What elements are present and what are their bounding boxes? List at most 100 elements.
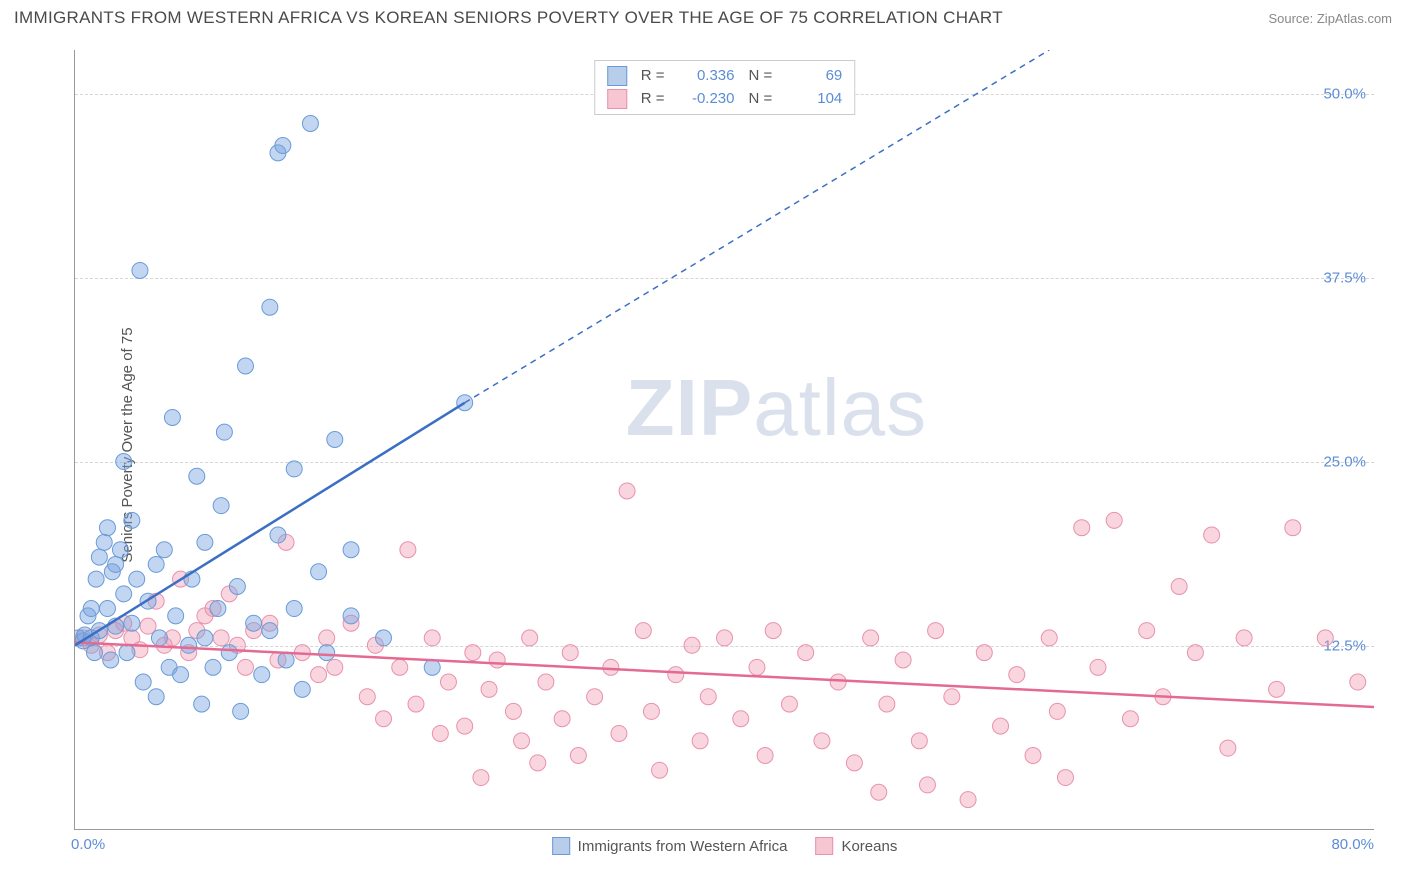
data-point-western-africa bbox=[376, 630, 392, 646]
data-point-western-africa bbox=[311, 564, 327, 580]
data-point-western-africa bbox=[135, 674, 151, 690]
data-point-koreans bbox=[505, 703, 521, 719]
data-point-koreans bbox=[700, 689, 716, 705]
legend-swatch-0-icon bbox=[552, 837, 570, 855]
data-point-western-africa bbox=[96, 534, 112, 550]
data-point-koreans bbox=[327, 659, 343, 675]
legend-item-western-africa: Immigrants from Western Africa bbox=[552, 837, 788, 855]
data-point-koreans bbox=[376, 711, 392, 727]
data-point-koreans bbox=[514, 733, 530, 749]
data-point-koreans bbox=[993, 718, 1009, 734]
data-point-koreans bbox=[1049, 703, 1065, 719]
data-point-western-africa bbox=[262, 299, 278, 315]
stats-row-series-0: R = 0.336 N = 69 bbox=[607, 65, 843, 88]
data-point-western-africa bbox=[275, 138, 291, 154]
data-point-koreans bbox=[749, 659, 765, 675]
data-point-koreans bbox=[1106, 512, 1122, 528]
chart-title: IMMIGRANTS FROM WESTERN AFRICA VS KOREAN… bbox=[14, 8, 1003, 28]
data-point-koreans bbox=[1317, 630, 1333, 646]
data-point-western-africa bbox=[99, 520, 115, 536]
chart-header: IMMIGRANTS FROM WESTERN AFRICA VS KOREAN… bbox=[0, 0, 1406, 32]
data-point-western-africa bbox=[343, 608, 359, 624]
data-point-western-africa bbox=[424, 659, 440, 675]
scatter-svg bbox=[75, 50, 1374, 829]
data-point-koreans bbox=[1269, 681, 1285, 697]
data-point-western-africa bbox=[205, 659, 221, 675]
data-point-koreans bbox=[814, 733, 830, 749]
x-tick-max: 80.0% bbox=[1331, 836, 1374, 853]
data-point-western-africa bbox=[210, 601, 226, 617]
data-point-koreans bbox=[1090, 659, 1106, 675]
data-point-western-africa bbox=[119, 645, 135, 661]
legend-label-1: Koreans bbox=[841, 838, 897, 855]
legend-swatch-1-icon bbox=[815, 837, 833, 855]
data-point-western-africa bbox=[197, 534, 213, 550]
data-point-koreans bbox=[960, 792, 976, 808]
data-point-koreans bbox=[733, 711, 749, 727]
data-point-western-africa bbox=[148, 689, 164, 705]
data-point-western-africa bbox=[129, 571, 145, 587]
data-point-western-africa bbox=[213, 498, 229, 514]
data-point-koreans bbox=[530, 755, 546, 771]
data-point-koreans bbox=[863, 630, 879, 646]
data-point-koreans bbox=[562, 645, 578, 661]
data-point-koreans bbox=[1025, 748, 1041, 764]
data-point-koreans bbox=[1204, 527, 1220, 543]
legend-item-koreans: Koreans bbox=[815, 837, 897, 855]
data-point-western-africa bbox=[327, 432, 343, 448]
data-point-western-africa bbox=[148, 556, 164, 572]
data-point-koreans bbox=[311, 667, 327, 683]
swatch-series-0-icon bbox=[607, 66, 627, 86]
data-point-western-africa bbox=[194, 696, 210, 712]
data-point-koreans bbox=[481, 681, 497, 697]
data-point-koreans bbox=[1171, 578, 1187, 594]
data-point-western-africa bbox=[116, 586, 132, 602]
data-point-koreans bbox=[473, 770, 489, 786]
data-point-western-africa bbox=[124, 512, 140, 528]
data-point-western-africa bbox=[286, 601, 302, 617]
plot-area: ZIPatlas R = 0.336 N = 69 R = -0.230 N =… bbox=[74, 50, 1374, 830]
data-point-western-africa bbox=[302, 116, 318, 132]
data-point-western-africa bbox=[91, 549, 107, 565]
data-point-western-africa bbox=[156, 542, 172, 558]
data-point-western-africa bbox=[246, 615, 262, 631]
swatch-series-1-icon bbox=[607, 89, 627, 109]
data-point-western-africa bbox=[229, 578, 245, 594]
data-point-western-africa bbox=[86, 645, 102, 661]
source-attribution: Source: ZipAtlas.com bbox=[1268, 11, 1392, 26]
data-point-western-africa bbox=[270, 527, 286, 543]
data-point-koreans bbox=[538, 674, 554, 690]
data-point-western-africa bbox=[83, 601, 99, 617]
data-point-western-africa bbox=[294, 681, 310, 697]
data-point-koreans bbox=[1139, 623, 1155, 639]
data-point-western-africa bbox=[108, 556, 124, 572]
data-point-koreans bbox=[440, 674, 456, 690]
data-point-western-africa bbox=[103, 652, 119, 668]
data-point-koreans bbox=[457, 718, 473, 734]
data-point-koreans bbox=[846, 755, 862, 771]
data-point-koreans bbox=[976, 645, 992, 661]
data-point-koreans bbox=[830, 674, 846, 690]
data-point-koreans bbox=[895, 652, 911, 668]
n-value-series-0: 69 bbox=[782, 65, 842, 88]
data-point-western-africa bbox=[164, 409, 180, 425]
data-point-koreans bbox=[1009, 667, 1025, 683]
data-point-koreans bbox=[684, 637, 700, 653]
data-point-koreans bbox=[359, 689, 375, 705]
data-point-koreans bbox=[522, 630, 538, 646]
stats-row-series-1: R = -0.230 N = 104 bbox=[607, 88, 843, 111]
data-point-koreans bbox=[489, 652, 505, 668]
data-point-western-africa bbox=[197, 630, 213, 646]
data-point-koreans bbox=[1041, 630, 1057, 646]
data-point-koreans bbox=[432, 725, 448, 741]
data-point-western-africa bbox=[132, 262, 148, 278]
data-point-koreans bbox=[1074, 520, 1090, 536]
r-value-series-1: -0.230 bbox=[675, 88, 735, 111]
data-point-koreans bbox=[692, 733, 708, 749]
data-point-western-africa bbox=[319, 645, 335, 661]
data-point-koreans bbox=[1236, 630, 1252, 646]
data-point-western-africa bbox=[173, 667, 189, 683]
data-point-koreans bbox=[213, 630, 229, 646]
data-point-koreans bbox=[911, 733, 927, 749]
data-point-western-africa bbox=[254, 667, 270, 683]
